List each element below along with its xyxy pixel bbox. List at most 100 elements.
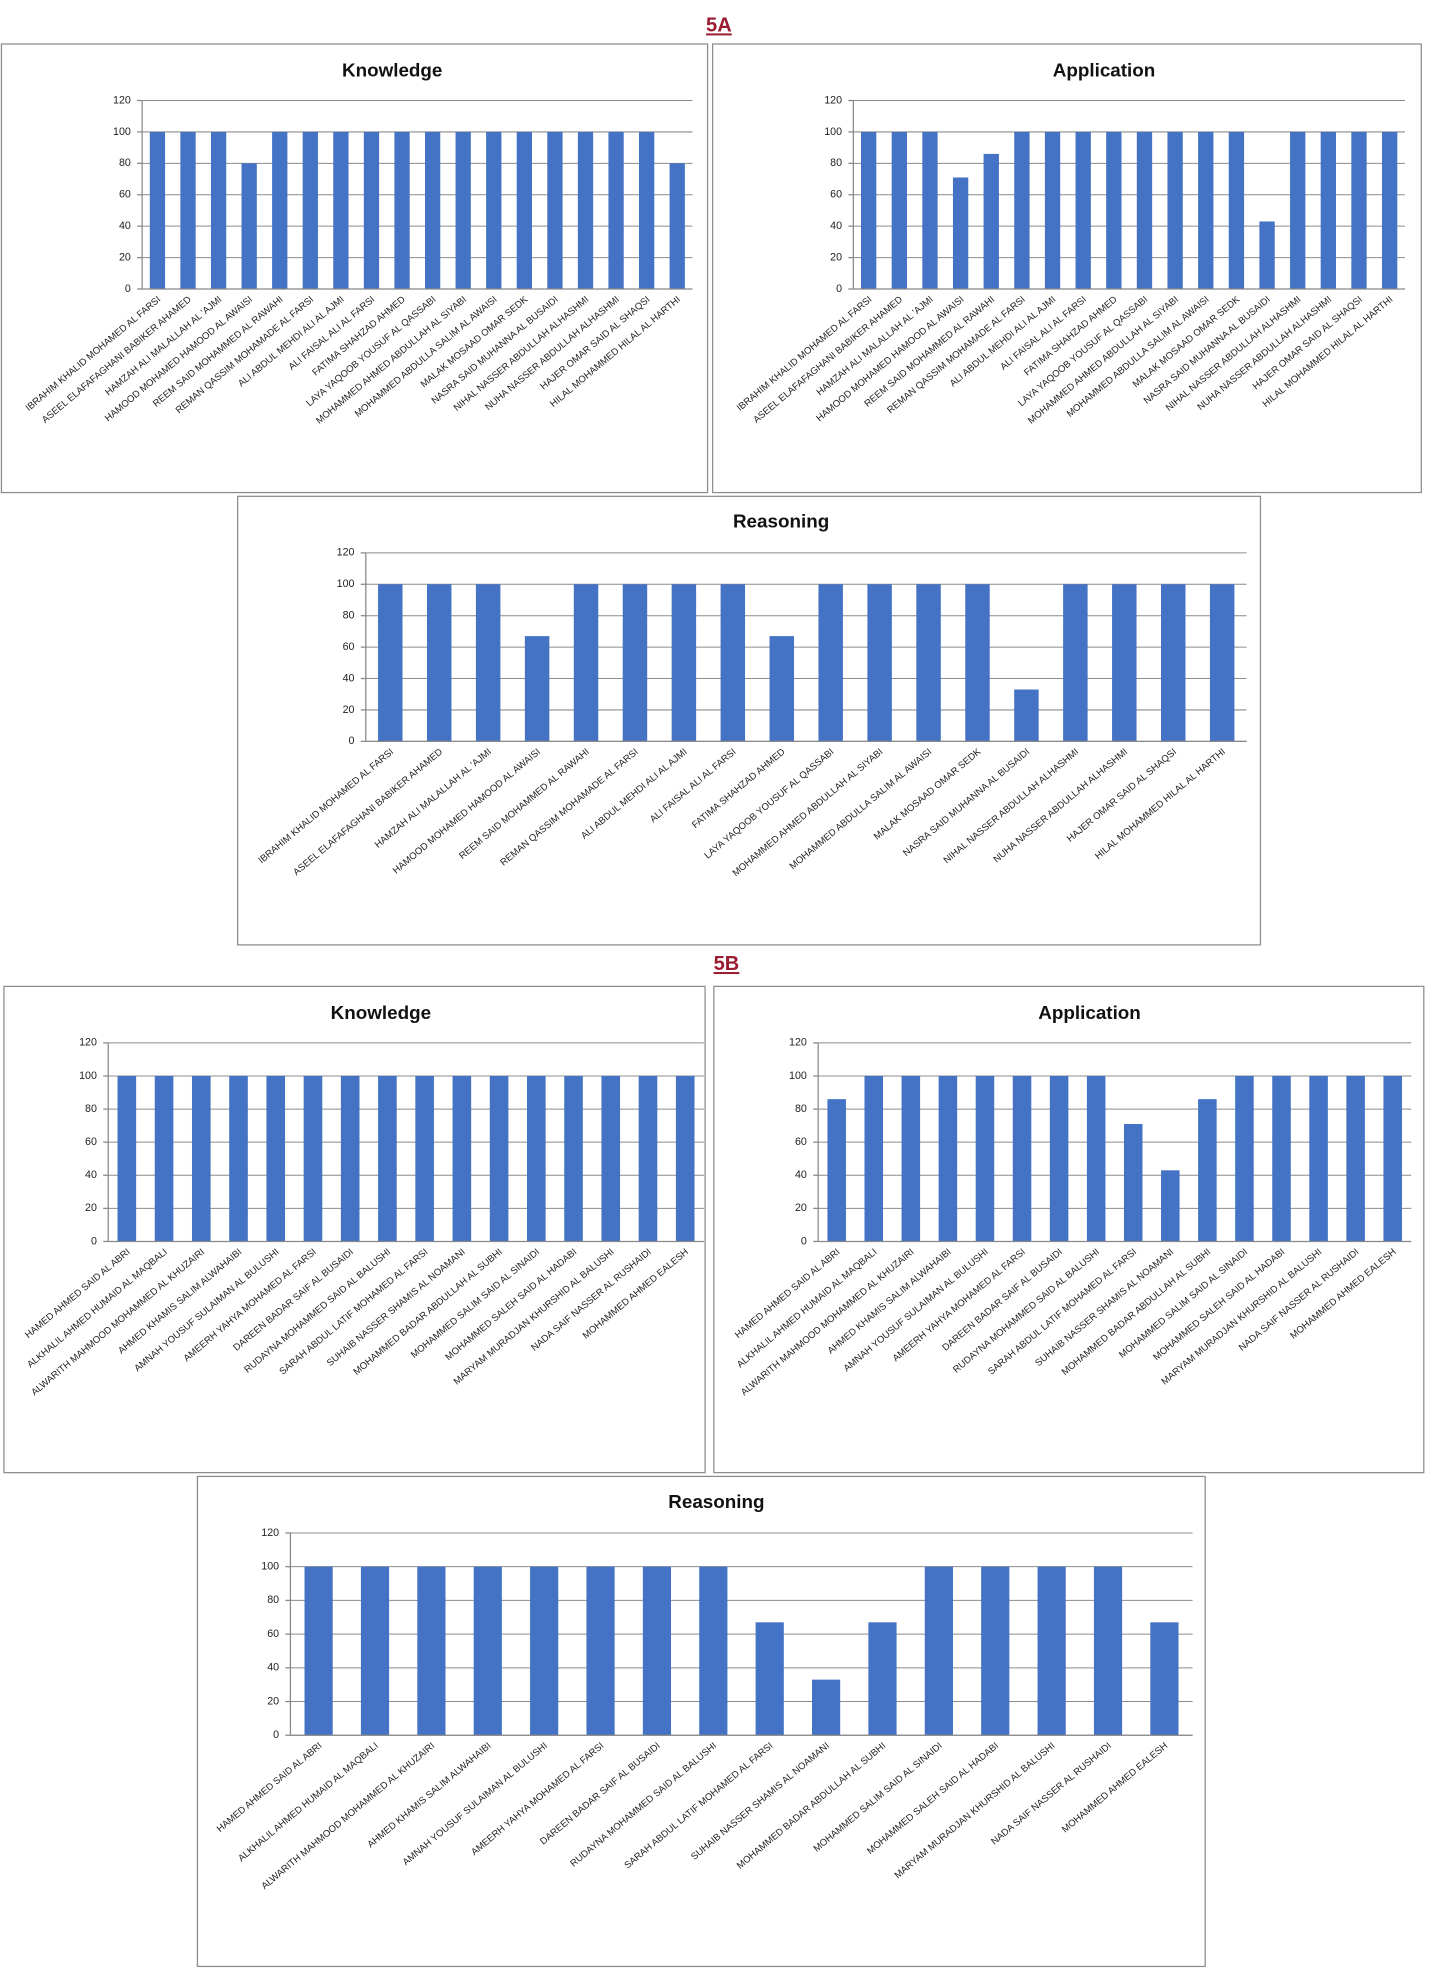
y-tick-label: 60	[343, 641, 355, 653]
bar	[117, 1076, 137, 1242]
y-tick-label: 0	[836, 283, 842, 295]
bar	[901, 1076, 921, 1242]
bar	[1049, 1076, 1069, 1242]
bar	[1014, 131, 1030, 290]
bar	[755, 1622, 784, 1736]
y-tick-label: 100	[337, 578, 355, 590]
y-tick-label: 0	[273, 1729, 279, 1741]
bar	[475, 584, 501, 742]
y-tick-label: 60	[119, 189, 131, 201]
y-tick-label: 100	[789, 1070, 807, 1082]
bar	[983, 153, 999, 290]
y-tick-label: 40	[795, 1169, 807, 1181]
bar	[1086, 1076, 1106, 1242]
bar	[642, 1566, 672, 1736]
bar	[1167, 131, 1183, 290]
bar	[394, 131, 410, 290]
bar	[524, 636, 550, 742]
bar	[516, 131, 532, 290]
chart-frame	[711, 43, 1422, 494]
section-heading: 5B	[714, 953, 740, 975]
bar	[210, 131, 227, 290]
y-tick-label: 20	[85, 1202, 97, 1214]
bar	[1209, 584, 1235, 742]
y-tick-label: 100	[113, 126, 131, 138]
bar	[360, 1566, 390, 1736]
y-tick-label: 0	[349, 735, 355, 747]
bar	[340, 1076, 360, 1242]
bar	[417, 1566, 446, 1736]
bar	[671, 584, 697, 742]
y-tick-label: 120	[789, 1037, 807, 1049]
bar	[938, 1076, 958, 1242]
bar	[1112, 584, 1137, 742]
y-tick-label: 40	[119, 220, 131, 232]
bar	[303, 1076, 323, 1242]
bar	[720, 584, 746, 742]
chart-title: Reasoning	[668, 1491, 764, 1512]
bar	[952, 177, 969, 290]
y-tick-label: 80	[119, 157, 131, 169]
y-tick-label: 80	[267, 1594, 279, 1606]
bar	[1063, 584, 1088, 742]
bar	[916, 584, 941, 742]
y-tick-label: 120	[261, 1527, 279, 1539]
bar	[891, 131, 907, 290]
y-tick-label: 100	[79, 1070, 97, 1082]
bar	[965, 584, 990, 742]
y-tick-label: 120	[79, 1037, 97, 1049]
bar	[154, 1076, 174, 1242]
y-tick-label: 20	[830, 251, 842, 263]
bar	[1044, 131, 1061, 290]
y-tick-label: 40	[343, 672, 355, 684]
bar	[1136, 131, 1153, 290]
y-tick-label: 120	[113, 94, 131, 106]
y-tick-label: 100	[261, 1561, 279, 1573]
bar	[861, 131, 877, 290]
bar	[473, 1566, 502, 1736]
bar	[191, 1076, 211, 1242]
bar	[1014, 689, 1039, 742]
bar	[675, 1076, 695, 1242]
y-tick-label: 80	[830, 157, 842, 169]
bar	[527, 1076, 546, 1242]
bar	[1123, 1123, 1143, 1242]
bar	[415, 1076, 434, 1242]
bar	[1290, 131, 1306, 290]
bar	[547, 131, 563, 290]
bar	[1075, 131, 1091, 290]
bar	[530, 1566, 559, 1736]
bar	[868, 1622, 897, 1736]
bar	[1198, 1099, 1217, 1242]
bar	[981, 1566, 1010, 1736]
bar	[1150, 1622, 1179, 1736]
bar	[811, 1679, 841, 1736]
bar	[601, 1076, 621, 1242]
section-heading: 5A	[706, 14, 732, 36]
bar	[1351, 131, 1367, 290]
bar	[266, 1076, 286, 1242]
bar	[1228, 131, 1245, 290]
bar	[924, 1566, 953, 1736]
bar	[241, 163, 257, 290]
bar	[1309, 1076, 1328, 1242]
y-tick-label: 40	[85, 1169, 97, 1181]
chart-title: Application	[1038, 1002, 1141, 1023]
bar	[1381, 131, 1398, 290]
bar	[424, 131, 441, 290]
bar	[149, 131, 166, 290]
y-tick-label: 80	[795, 1103, 807, 1115]
bar	[1161, 1170, 1180, 1242]
bar	[827, 1099, 846, 1242]
bar	[669, 163, 685, 290]
chart-title: Knowledge	[331, 1002, 431, 1023]
chart-title: Reasoning	[733, 511, 829, 532]
bar	[378, 1076, 397, 1242]
bar	[272, 131, 288, 290]
y-tick-label: 80	[85, 1103, 97, 1115]
bar	[1106, 131, 1122, 290]
